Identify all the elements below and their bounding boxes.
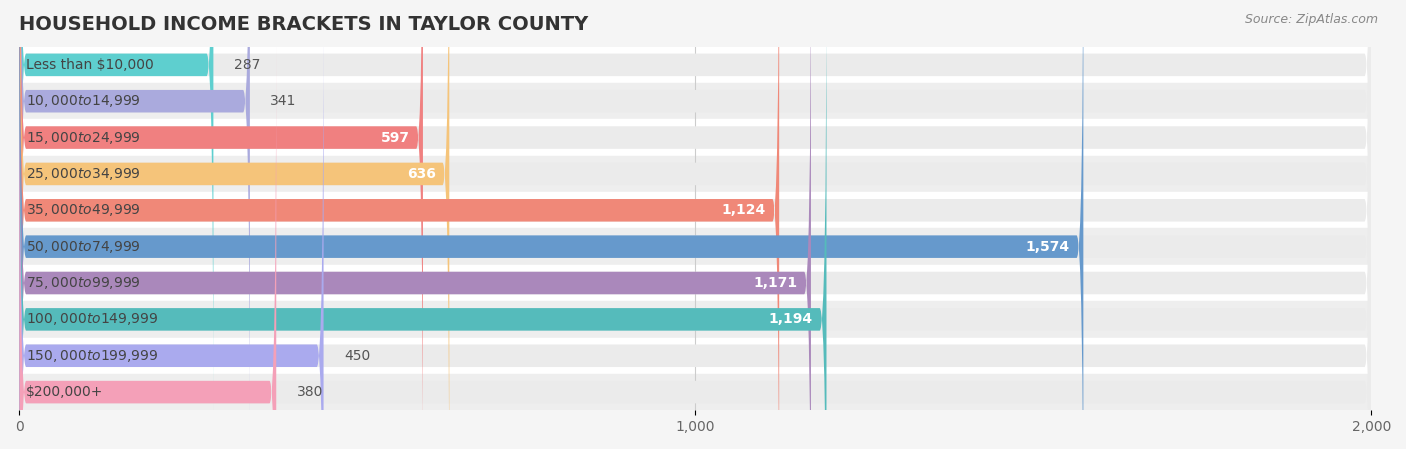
Bar [20,338,1371,374]
Text: 1,574: 1,574 [1026,240,1070,254]
FancyBboxPatch shape [20,0,250,449]
FancyBboxPatch shape [20,0,811,449]
Bar [20,229,1371,265]
Bar [20,265,1371,301]
FancyBboxPatch shape [20,0,214,417]
Bar [20,301,1371,338]
Bar [20,47,1371,83]
Text: $25,000 to $34,999: $25,000 to $34,999 [27,166,141,182]
Text: 1,194: 1,194 [769,313,813,326]
Text: 1,124: 1,124 [721,203,766,217]
Bar [20,83,1371,119]
Text: $15,000 to $24,999: $15,000 to $24,999 [27,130,141,145]
FancyBboxPatch shape [20,0,1371,449]
FancyBboxPatch shape [20,40,1371,449]
FancyBboxPatch shape [20,4,1371,449]
FancyBboxPatch shape [20,0,1371,449]
FancyBboxPatch shape [20,0,1371,449]
Bar [20,119,1371,156]
Text: $200,000+: $200,000+ [27,385,104,399]
Text: 1,171: 1,171 [754,276,797,290]
Text: 287: 287 [233,58,260,72]
Bar [20,156,1371,192]
FancyBboxPatch shape [20,40,276,449]
Text: 636: 636 [406,167,436,181]
FancyBboxPatch shape [20,0,1371,417]
Bar [20,374,1371,410]
Text: $150,000 to $199,999: $150,000 to $199,999 [27,348,159,364]
Text: $75,000 to $99,999: $75,000 to $99,999 [27,275,141,291]
Text: $35,000 to $49,999: $35,000 to $49,999 [27,202,141,218]
FancyBboxPatch shape [20,0,827,449]
FancyBboxPatch shape [20,0,1371,449]
Text: $10,000 to $14,999: $10,000 to $14,999 [27,93,141,109]
Text: HOUSEHOLD INCOME BRACKETS IN TAYLOR COUNTY: HOUSEHOLD INCOME BRACKETS IN TAYLOR COUN… [20,15,589,34]
FancyBboxPatch shape [20,0,779,449]
FancyBboxPatch shape [20,0,1371,449]
Text: 450: 450 [344,349,370,363]
Text: $50,000 to $74,999: $50,000 to $74,999 [27,239,141,255]
Text: 380: 380 [297,385,323,399]
Text: 341: 341 [270,94,297,108]
FancyBboxPatch shape [20,0,423,449]
FancyBboxPatch shape [20,0,1371,449]
Text: 597: 597 [381,131,409,145]
FancyBboxPatch shape [20,0,1084,449]
Text: Source: ZipAtlas.com: Source: ZipAtlas.com [1244,13,1378,26]
FancyBboxPatch shape [20,4,323,449]
FancyBboxPatch shape [20,0,1371,449]
Text: $100,000 to $149,999: $100,000 to $149,999 [27,311,159,327]
Bar [20,192,1371,229]
Text: Less than $10,000: Less than $10,000 [27,58,153,72]
FancyBboxPatch shape [20,0,450,449]
